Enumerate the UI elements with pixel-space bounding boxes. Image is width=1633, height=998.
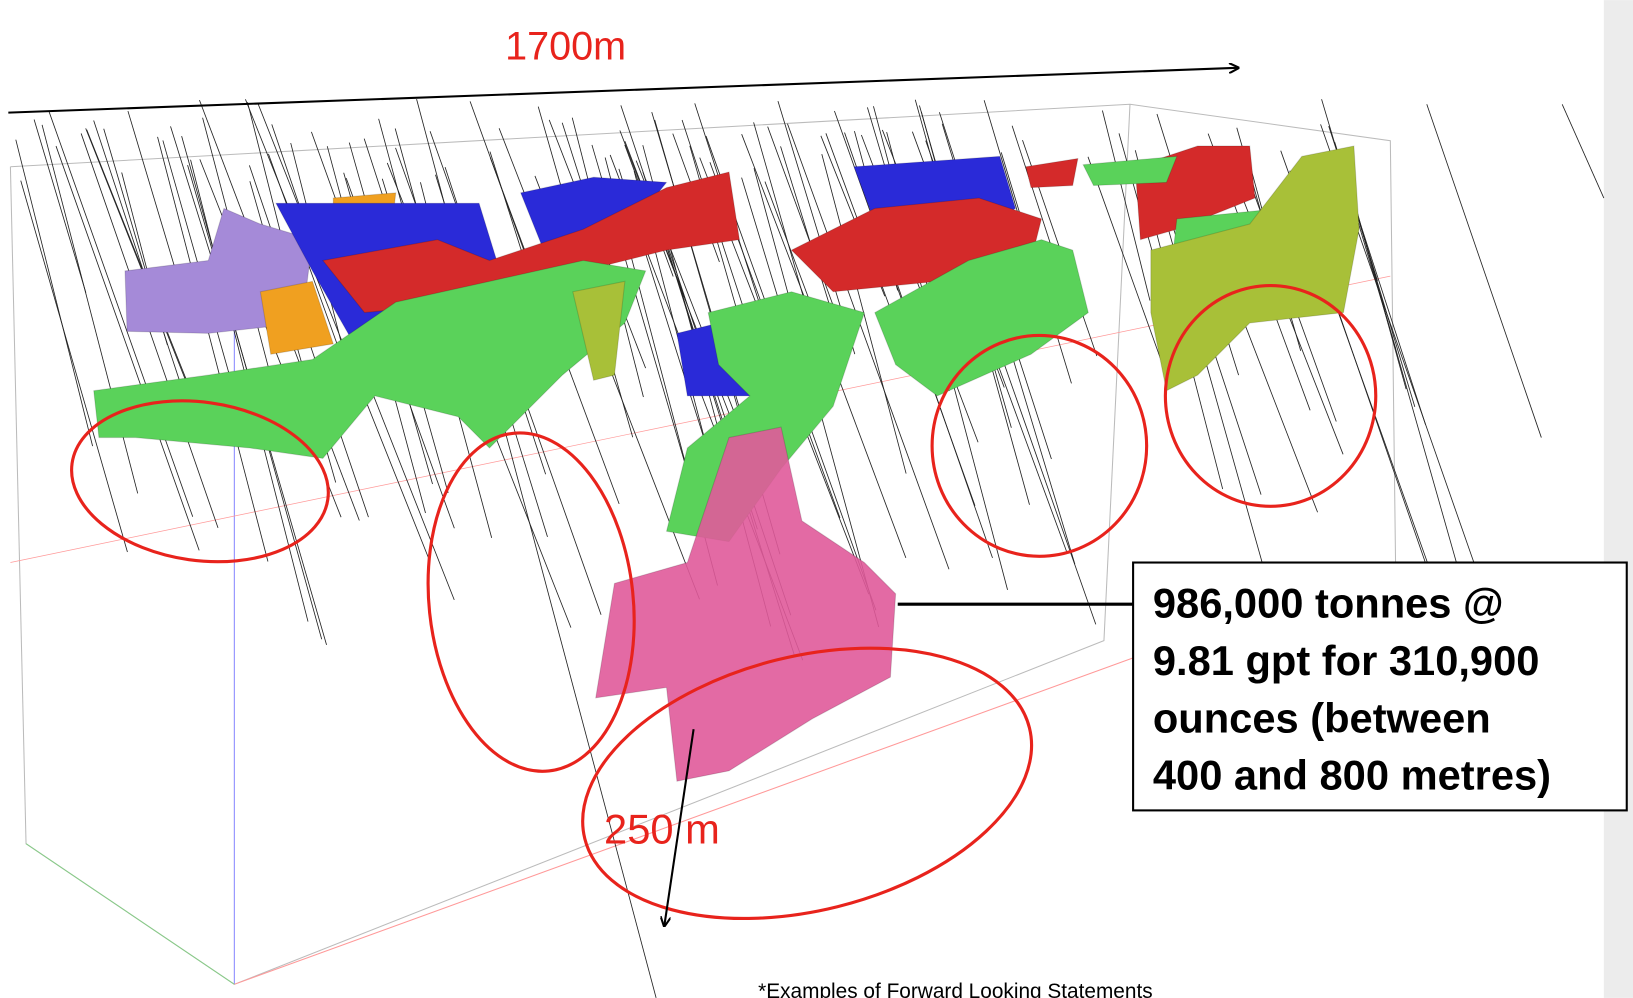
length-arrow: [8, 68, 1237, 114]
drill-hole: [55, 145, 200, 551]
callout-line: 9.81 gpt for 310,900: [1153, 637, 1540, 684]
callout-line: 400 and 800 metres): [1153, 752, 1551, 799]
ore-body: [1150, 145, 1360, 392]
callout-line: ounces (between: [1153, 694, 1491, 741]
target-ellipse: [930, 333, 1149, 558]
ore-body: [93, 259, 647, 459]
slide-edge: [1603, 0, 1633, 998]
drill-hole: [48, 111, 194, 517]
drill-hole: [1011, 125, 1057, 263]
drill-hole: [127, 110, 184, 295]
callout-text: 986,000 tonnes @ 9.81 gpt for 310,900 ounc…: [1153, 580, 1551, 799]
ore-body: [1082, 155, 1178, 187]
drill-hole: [85, 128, 191, 391]
ore-body: [572, 280, 626, 381]
model-box: [9, 103, 1397, 985]
drill-hole: [780, 146, 835, 321]
drill-hole: [1426, 104, 1542, 438]
footer-note: *Examples of Forward Looking Statements: [758, 980, 1152, 998]
drill-hole: [1561, 104, 1605, 199]
drill-hole: [157, 136, 269, 562]
target-zones: [70, 283, 1378, 921]
ore-bodies: [93, 145, 1360, 782]
callout-box: [1132, 561, 1628, 812]
drill-hole: [1087, 156, 1162, 362]
drill-hole: [15, 139, 93, 447]
drill-hole: [1102, 110, 1151, 301]
target-ellipse: [426, 431, 636, 773]
drill-hole: [787, 123, 950, 570]
box-edge: [10, 103, 1397, 563]
depth-arrow: [664, 729, 695, 925]
target-ellipse: [1163, 283, 1378, 508]
ore-body: [874, 239, 1089, 397]
drill-hole: [20, 180, 128, 553]
length-label: 1700m: [505, 25, 626, 69]
depth-label: 250 m: [604, 806, 720, 853]
drill-hole: [741, 134, 809, 307]
drill-hole: [33, 119, 87, 293]
ore-body: [259, 280, 334, 355]
ore-body: [595, 426, 897, 782]
ore-body: [1025, 157, 1079, 189]
callout-line: 986,000 tonnes @: [1153, 580, 1504, 627]
target-ellipse: [70, 399, 330, 564]
box-edge: [25, 843, 235, 985]
drill-hole: [245, 99, 429, 558]
target-ellipse: [581, 646, 1034, 921]
